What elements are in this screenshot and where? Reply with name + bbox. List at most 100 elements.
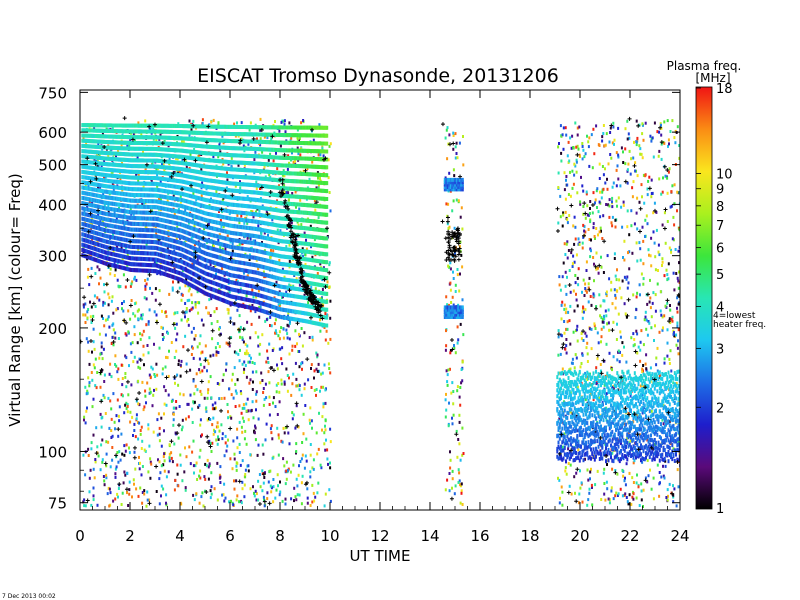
noise-echo <box>671 119 674 123</box>
noise-echo <box>107 315 110 319</box>
noise-echo <box>268 173 271 177</box>
noise-echo <box>189 152 192 156</box>
noise-echo <box>447 424 450 428</box>
noise-echo <box>90 321 93 324</box>
noise-echo <box>315 367 318 371</box>
noise-echo <box>646 193 649 197</box>
noise-echo <box>104 333 107 337</box>
noise-echo <box>199 363 202 367</box>
noise-echo <box>237 163 240 167</box>
noise-echo <box>165 475 168 479</box>
noise-echo <box>573 242 576 246</box>
noise-echo <box>298 137 301 141</box>
noise-echo <box>614 469 617 472</box>
noise-echo <box>288 121 291 125</box>
noise-echo <box>250 408 253 412</box>
noise-echo <box>177 363 180 366</box>
noise-echo <box>148 308 151 312</box>
noise-echo <box>193 392 196 396</box>
noise-echo <box>149 457 152 461</box>
noise-echo <box>462 452 465 455</box>
noise-echo <box>288 222 291 226</box>
noise-echo <box>676 310 679 314</box>
noise-echo <box>610 280 613 284</box>
noise-echo <box>601 400 604 404</box>
noise-echo <box>213 487 216 491</box>
noise-echo <box>245 375 248 379</box>
noise-echo <box>244 429 247 433</box>
noise-echo <box>662 474 665 478</box>
noise-echo <box>120 246 123 250</box>
noise-echo <box>84 313 87 317</box>
noise-echo <box>206 359 209 363</box>
noise-echo <box>676 321 679 325</box>
noise-echo <box>262 495 265 499</box>
noise-echo <box>272 159 275 163</box>
noise-echo <box>666 176 669 180</box>
noise-echo <box>676 306 678 310</box>
noise-echo <box>566 154 569 158</box>
noise-echo <box>282 295 284 299</box>
noise-echo <box>219 246 222 250</box>
noise-echo <box>215 272 217 276</box>
noise-echo <box>615 289 618 293</box>
noise-echo <box>669 349 672 353</box>
noise-echo <box>624 483 627 487</box>
noise-echo <box>137 365 140 369</box>
noise-echo <box>600 335 603 339</box>
noise-echo <box>209 375 212 379</box>
noise-echo <box>221 247 224 251</box>
noise-echo <box>261 443 264 447</box>
noise-echo <box>218 210 220 213</box>
noise-echo <box>233 487 236 491</box>
noise-echo <box>83 418 85 422</box>
noise-echo <box>623 275 626 279</box>
noise-echo <box>270 486 273 490</box>
noise-echo <box>576 440 579 444</box>
noise-echo <box>219 465 222 469</box>
noise-echo <box>268 342 271 346</box>
noise-echo <box>326 457 329 461</box>
noise-echo <box>125 401 128 405</box>
noise-echo <box>329 440 332 444</box>
noise-echo <box>649 366 652 370</box>
noise-echo <box>629 386 632 390</box>
noise-echo <box>626 500 629 504</box>
noise-echo <box>215 425 218 429</box>
noise-echo <box>198 153 201 157</box>
noise-echo <box>144 167 147 171</box>
noise-echo <box>175 400 178 403</box>
noise-echo <box>173 267 176 271</box>
noise-echo <box>208 462 211 466</box>
noise-echo <box>577 448 580 452</box>
noise-echo <box>628 149 631 153</box>
noise-echo <box>132 360 135 364</box>
noise-echo <box>657 250 660 254</box>
noise-echo <box>264 382 267 386</box>
noise-echo <box>137 179 140 183</box>
noise-echo <box>580 337 583 341</box>
noise-echo <box>171 460 174 464</box>
noise-echo <box>628 471 631 475</box>
noise-echo <box>163 402 166 406</box>
noise-echo <box>94 384 97 388</box>
noise-echo <box>611 141 614 145</box>
noise-echo <box>98 356 101 360</box>
noise-echo <box>624 312 627 316</box>
noise-echo <box>98 224 101 228</box>
noise-echo <box>105 473 108 477</box>
noise-echo <box>219 475 222 479</box>
noise-echo <box>84 385 87 389</box>
noise-echo <box>233 122 236 126</box>
noise-echo <box>327 158 330 162</box>
noise-echo <box>673 288 676 292</box>
noise-echo <box>210 322 213 326</box>
noise-echo <box>168 349 170 353</box>
noise-echo <box>186 299 189 303</box>
noise-echo <box>621 279 624 283</box>
noise-echo <box>459 386 462 389</box>
noise-echo <box>658 471 661 474</box>
noise-echo <box>142 344 145 348</box>
noise-echo <box>320 372 323 376</box>
noise-echo <box>109 399 112 403</box>
